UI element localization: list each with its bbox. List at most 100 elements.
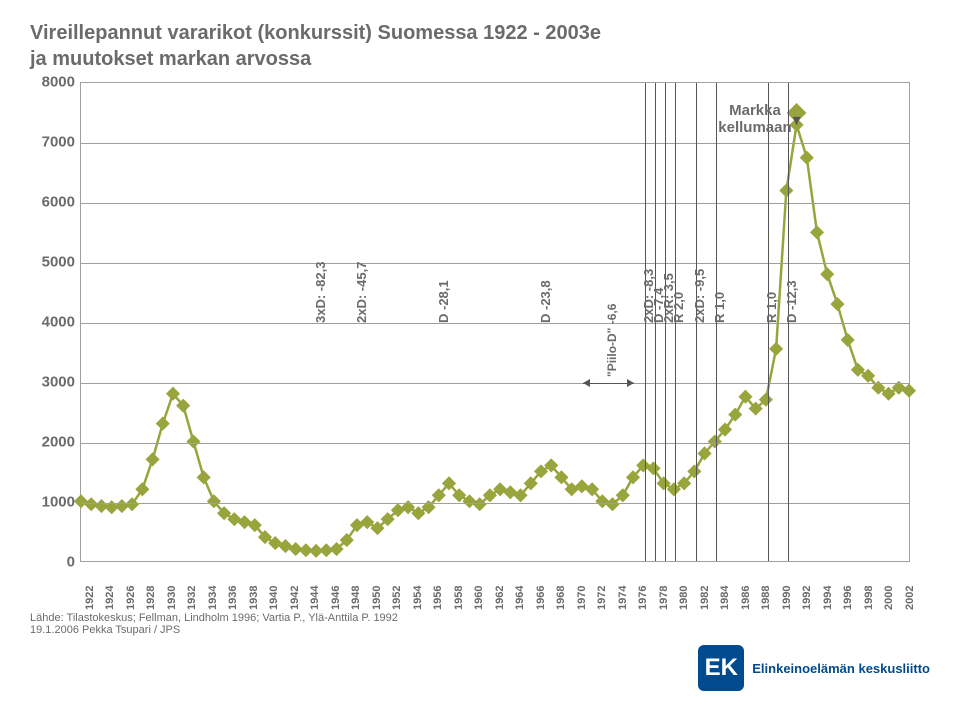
series-marker (820, 267, 834, 281)
xtick: 1990 (781, 586, 793, 610)
event-label: D -12,3 (784, 280, 799, 323)
event-label: R 2,0 (671, 292, 686, 323)
xtick: 1938 (248, 586, 260, 610)
xtick: 1934 (207, 586, 219, 610)
event-label: R 1,0 (712, 292, 727, 323)
gridline (81, 503, 909, 504)
xtick: 1998 (863, 586, 875, 610)
xtick: 1974 (617, 586, 629, 610)
xtick: 1966 (535, 586, 547, 610)
gridline (81, 203, 909, 204)
ytick: 3000 (30, 374, 75, 391)
xtick: 1960 (473, 586, 485, 610)
arrowhead (627, 379, 634, 387)
xtick: 2000 (883, 586, 895, 610)
series-marker (902, 384, 916, 398)
xtick: 1952 (391, 586, 403, 610)
xtick: 1976 (637, 586, 649, 610)
series-marker (350, 518, 364, 532)
xtick: 1932 (186, 586, 198, 610)
chart-container: 2xD: -8,3D -7,42xR: 3,5R 2,02xD: -9,5R 1… (30, 82, 910, 602)
gridline (81, 323, 909, 324)
range-label: "Piilo-D" -6,6 (605, 304, 619, 377)
xtick: 1972 (596, 586, 608, 610)
series-marker (278, 539, 292, 553)
series-marker (800, 151, 814, 165)
xtick: 1988 (760, 586, 772, 610)
xtick: 1926 (125, 586, 137, 610)
series-marker (728, 408, 742, 422)
event-label: R 1,0 (764, 292, 779, 323)
xtick: 1984 (719, 586, 731, 610)
gridline (81, 143, 909, 144)
ytick: 4000 (30, 314, 75, 331)
xtick: 1958 (453, 586, 465, 610)
xtick: 1970 (576, 586, 588, 610)
gridline (81, 383, 909, 384)
series-marker (503, 485, 517, 499)
series-marker (769, 342, 783, 356)
series-marker (779, 184, 793, 198)
ytick: 6000 (30, 194, 75, 211)
ytick: 2000 (30, 434, 75, 451)
xtick: 1954 (412, 586, 424, 610)
xtick: 1982 (699, 586, 711, 610)
series-marker (125, 497, 139, 511)
xtick: 1924 (104, 586, 116, 610)
series-marker (830, 297, 844, 311)
xtick: 1980 (678, 586, 690, 610)
xtick: 2002 (904, 586, 916, 610)
series-marker (810, 225, 824, 239)
xtick: 1936 (227, 586, 239, 610)
event-label: 2xD: -9,5 (692, 269, 707, 323)
gridline (81, 443, 909, 444)
footer-date: 19.1.2006 Pekka Tsupari / JPS (30, 624, 930, 636)
xtick: 1930 (166, 586, 178, 610)
series-marker (74, 494, 88, 508)
xtick: 1964 (514, 586, 526, 610)
arrowhead (583, 379, 590, 387)
series-marker (841, 333, 855, 347)
series-marker (186, 434, 200, 448)
chart-title: Vireillepannut vararikot (konkurssit) Su… (30, 20, 930, 72)
xtick: 1944 (309, 586, 321, 610)
xtick: 1996 (842, 586, 854, 610)
series-marker (238, 515, 252, 529)
gridline (81, 263, 909, 264)
series-marker (156, 417, 170, 431)
series-marker (575, 479, 589, 493)
xtick: 1962 (494, 586, 506, 610)
xtick: 1948 (350, 586, 362, 610)
xtick: 1942 (289, 586, 301, 610)
ytick: 8000 (30, 74, 75, 91)
series-marker (197, 470, 211, 484)
series-marker (115, 499, 129, 513)
event-label: D -23,8 (538, 280, 553, 323)
footer: Lähde: Tilastokeskus; Fellman, Lindholm … (30, 612, 930, 636)
event-label: D -28,1 (436, 280, 451, 323)
ytick: 1000 (30, 494, 75, 511)
title-line1: Vireillepannut vararikot (konkurssit) Su… (30, 22, 601, 44)
xtick: 1956 (432, 586, 444, 610)
xtick: 1994 (822, 586, 834, 610)
series-marker (146, 452, 160, 466)
xtick: 1986 (740, 586, 752, 610)
title-line2: ja muutokset markan arvossa (30, 48, 311, 70)
ek-logo-text: Elinkeinoelämän keskusliitto (752, 661, 930, 676)
series-marker (84, 497, 98, 511)
xtick: 1950 (371, 586, 383, 610)
ek-logo: EK Elinkeinoelämän keskusliitto (698, 645, 930, 691)
footer-source: Lähde: Tilastokeskus; Fellman, Lindholm … (30, 612, 930, 624)
ytick: 0 (30, 554, 75, 571)
xtick: 1940 (268, 586, 280, 610)
xtick: 1946 (330, 586, 342, 610)
xtick: 1922 (84, 586, 96, 610)
xtick: 1992 (801, 586, 813, 610)
xtick: 1928 (145, 586, 157, 610)
ytick: 5000 (30, 254, 75, 271)
plot-area: 2xD: -8,3D -7,42xR: 3,5R 2,02xD: -9,5R 1… (80, 82, 910, 562)
series-marker (646, 461, 660, 475)
ek-badge: EK (698, 645, 744, 691)
event-label: 3xD: -82,3 (313, 262, 328, 323)
xtick: 1978 (658, 586, 670, 610)
